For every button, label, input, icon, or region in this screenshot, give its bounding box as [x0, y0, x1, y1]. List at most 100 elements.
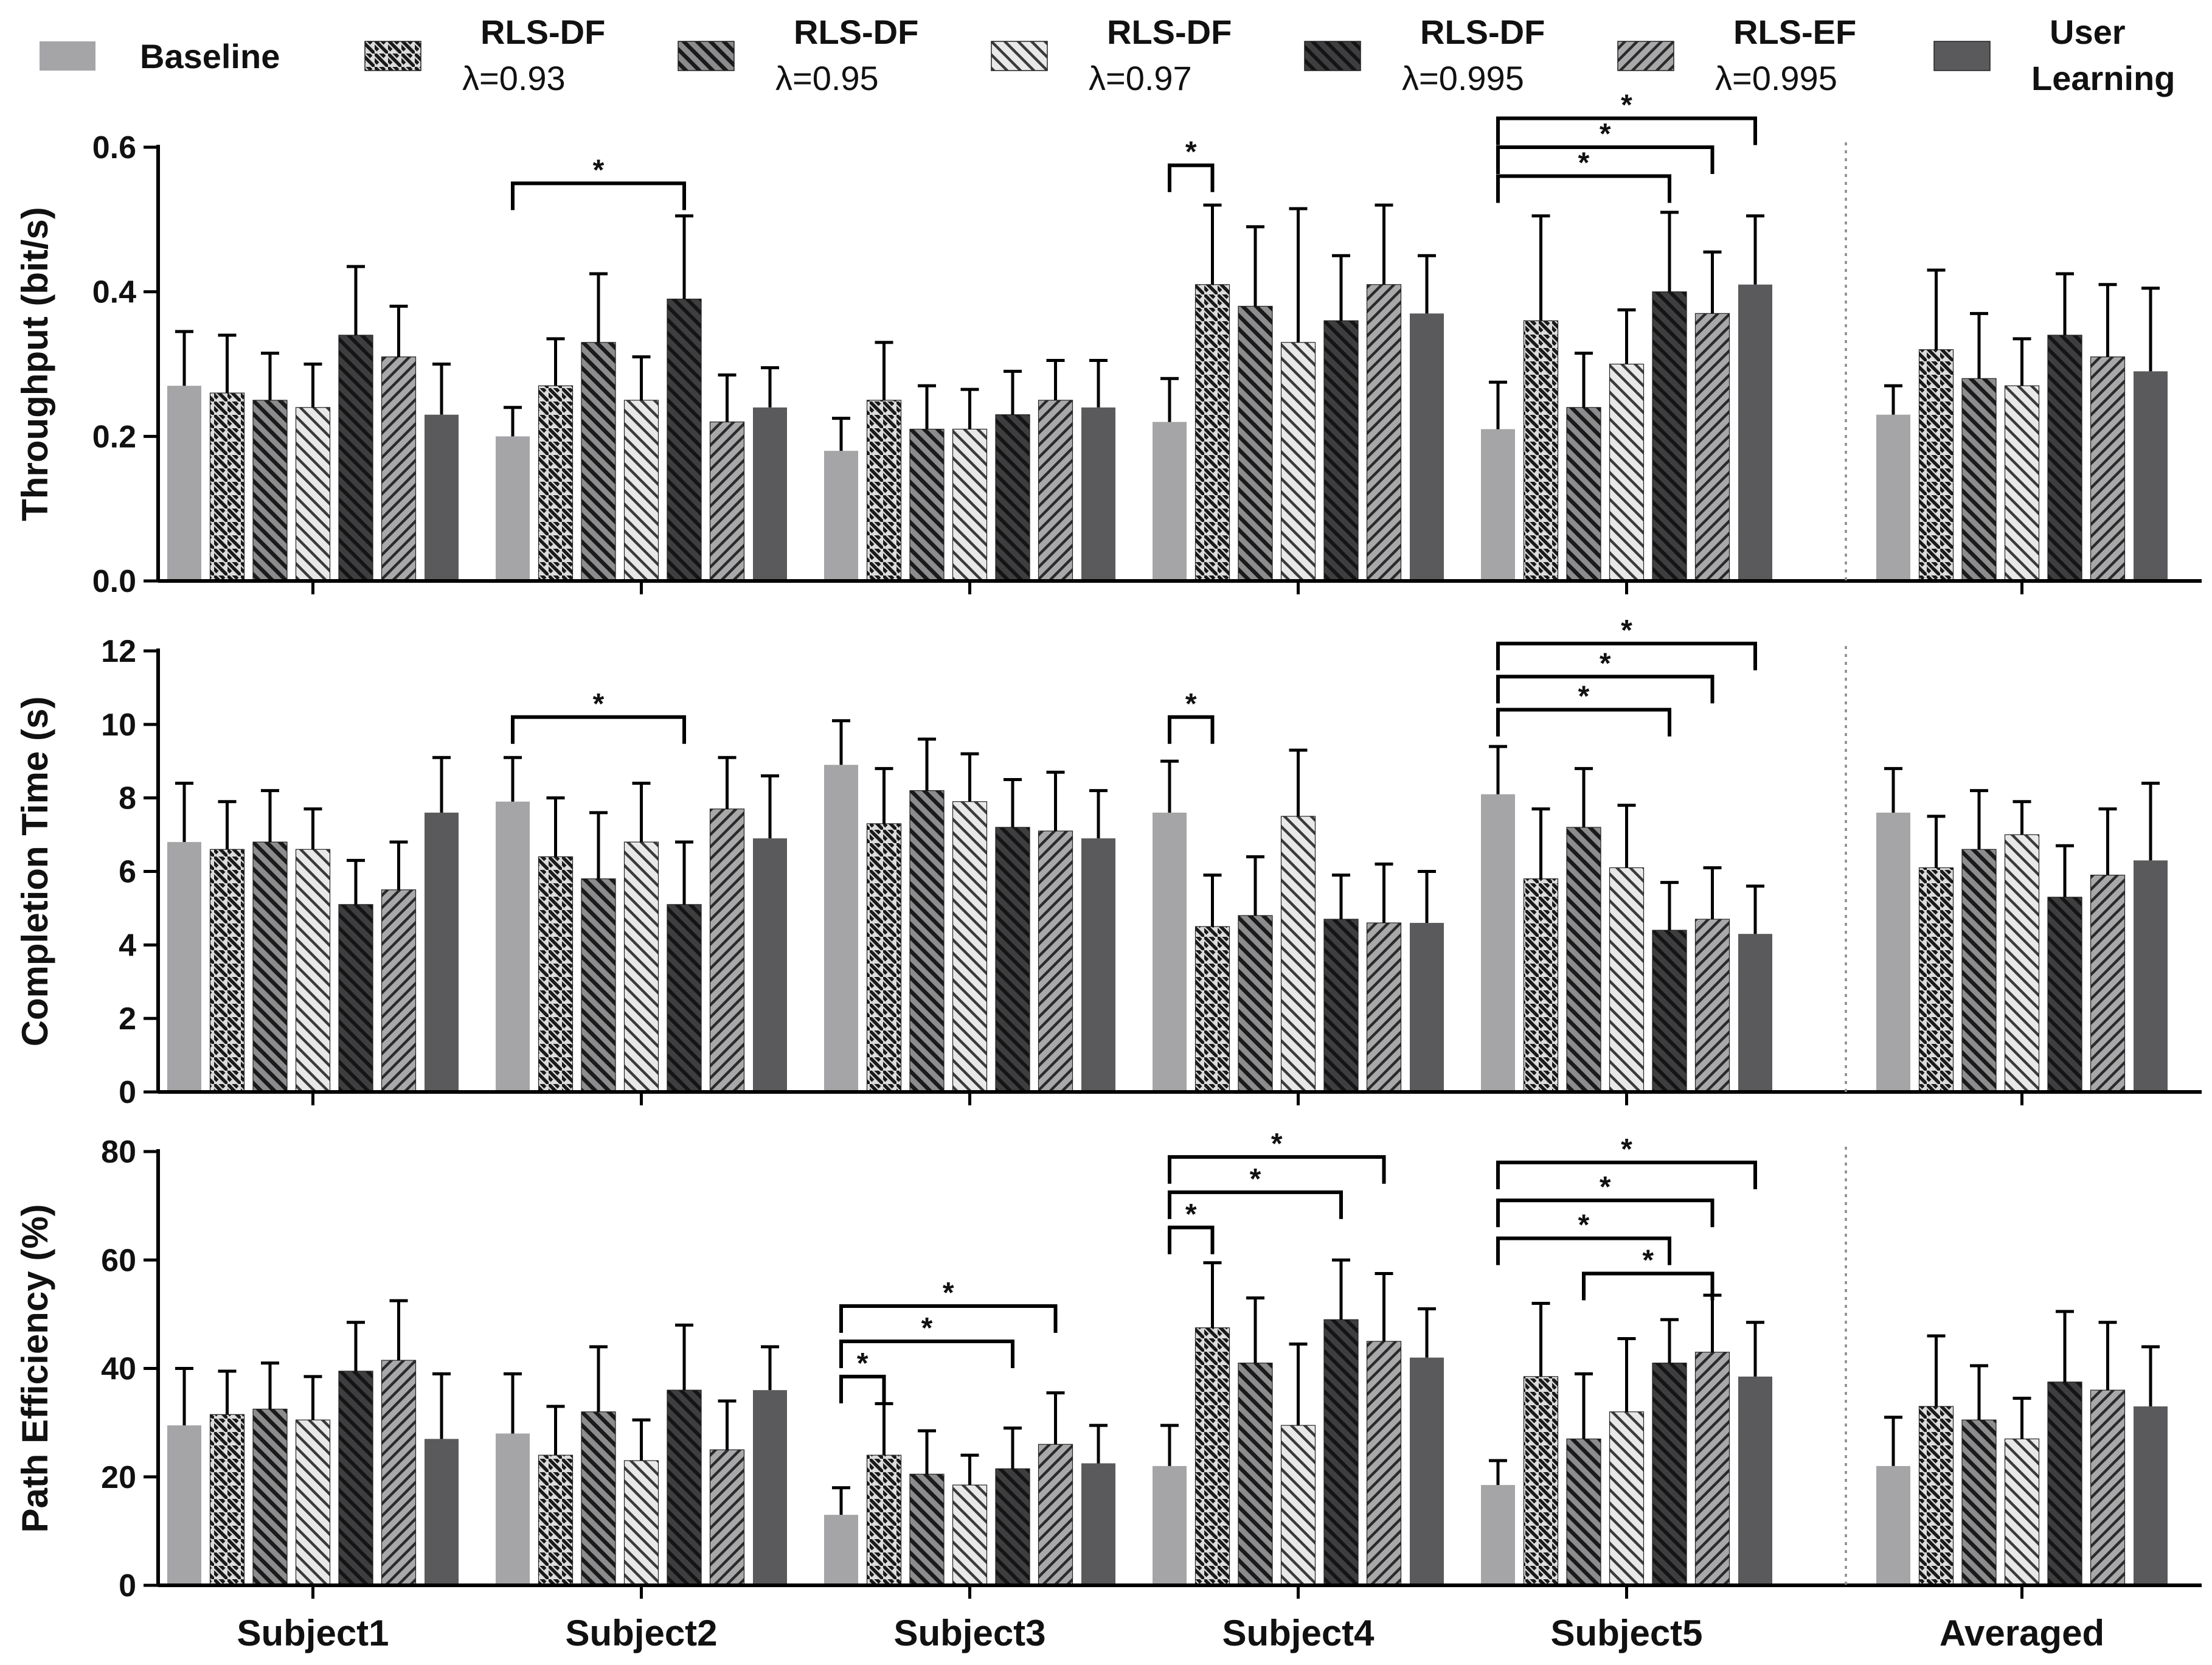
y-tick-label-p1-4: 8 [119, 781, 136, 816]
legend-label-2: RLS-DF [794, 13, 918, 51]
bar-p2-g5-s1 [1918, 1406, 1954, 1586]
bar-p1-g1-s0 [496, 801, 530, 1092]
bar-p0-g3-s6 [1410, 313, 1444, 581]
bar-p2-g4-s2 [1566, 1438, 1601, 1586]
bar-p2-g4-s4 [1652, 1362, 1687, 1586]
bar-p2-g3-s6 [1410, 1357, 1444, 1585]
bar-p2-g1-s1 [538, 1455, 574, 1586]
y-tick-label-p1-6: 12 [101, 634, 136, 669]
x-category-label-5: Averaged [1940, 1613, 2104, 1653]
bar-p2-g1-s2 [581, 1411, 616, 1586]
bar-p2-g5-s0 [1876, 1465, 1910, 1585]
significance-bracket-p1-1 [1168, 715, 1215, 744]
bar-p2-g2-s5 [1038, 1444, 1073, 1586]
bar-p0-g2-s6 [1081, 407, 1115, 581]
bar-p1-g2-s1 [866, 823, 902, 1093]
bar-p2-g2-s0 [824, 1515, 858, 1585]
bar-p1-g4-s1 [1523, 878, 1559, 1093]
bar-p0-g0-s6 [425, 414, 459, 581]
x-category-label-4: Subject5 [1550, 1613, 1702, 1653]
bar-p2-g5-s6 [2134, 1406, 2168, 1585]
significance-star-p0-4: * [1621, 89, 1632, 121]
bar-p2-g0-s2 [252, 1408, 288, 1586]
significance-bracket-p0-3 [1496, 145, 1714, 174]
bar-p1-g2-s6 [1081, 838, 1115, 1092]
bar-p2-g5-s4 [2047, 1382, 2082, 1586]
legend-item-3: RLS-DF λ=0.97 [991, 13, 1232, 97]
significance-bracket-p2-1 [839, 1339, 1014, 1368]
y-tick-label-p1-1: 2 [119, 1001, 136, 1037]
bar-p1-g1-s2 [581, 878, 616, 1093]
bar-p2-g2-s2 [909, 1473, 945, 1586]
legend-swatch-3 [991, 41, 1048, 71]
bar-p2-g4-s5 [1694, 1352, 1730, 1586]
significance-bracket-p0-4 [1496, 116, 1757, 145]
legend-sublabel-2: λ=0.95 [775, 59, 879, 97]
category-labels: Subject1 Subject2 Subject3 Subject4 Subject5… [237, 1613, 2104, 1653]
bar-p2-g3-s3 [1280, 1425, 1316, 1586]
bar-p1-g5-s4 [2047, 897, 2082, 1093]
y-tick-label-p0-0: 0.0 [92, 564, 136, 599]
significance-star-p1-1: * [1185, 688, 1197, 720]
bar-p0-g3-s5 [1366, 284, 1402, 582]
bar-p2-g2-s1 [866, 1455, 902, 1586]
significance-bracket-p1-0 [511, 715, 686, 744]
bar-p2-g0-s4 [338, 1371, 373, 1586]
bar-p2-g3-s0 [1153, 1465, 1187, 1585]
legend-item-4: RLS-DF λ=0.995 [1304, 13, 1545, 97]
x-category-label-3: Subject4 [1222, 1613, 1375, 1653]
bar-p1-g3-s2 [1238, 915, 1273, 1093]
bar-p0-g4-s4 [1652, 291, 1687, 582]
bar-p2-g1-s0 [496, 1433, 530, 1585]
significance-bracket-p2-3 [1168, 1225, 1215, 1254]
bar-p0-g4-s3 [1609, 363, 1645, 582]
bar-p2-g0-s1 [209, 1414, 245, 1586]
bar-p1-g2-s0 [824, 765, 858, 1092]
significance-bracket-p1-3 [1496, 675, 1714, 704]
y-axis-title-2: Path Efficiency (%) [15, 1204, 55, 1532]
bar-p1-g0-s4 [338, 904, 373, 1093]
significance-star-p1-0: * [593, 688, 605, 720]
x-category-label-0: Subject1 [237, 1613, 389, 1653]
bar-p2-g4-s1 [1523, 1376, 1559, 1586]
legend-item-2: RLS-DF λ=0.95 [678, 13, 918, 97]
y-tick-label-p1-0: 0 [119, 1075, 136, 1110]
bar-p1-g3-s1 [1194, 926, 1230, 1093]
bar-p0-g4-s0 [1481, 429, 1515, 581]
significance-bracket-p2-6 [1582, 1271, 1714, 1301]
bar-p0-g1-s4 [667, 298, 702, 582]
bar-p2-g3-s2 [1238, 1362, 1273, 1586]
bar-p1-g2-s3 [952, 801, 988, 1093]
bar-p2-g1-s6 [753, 1390, 787, 1585]
significance-bracket-p2-5 [1168, 1155, 1386, 1184]
legend-sublabel-4: λ=0.995 [1402, 59, 1524, 97]
significance-star-p1-2: * [1578, 681, 1590, 713]
y-axis-title-0: Throughput (bit/s) [15, 207, 55, 521]
bar-p1-g4-s0 [1481, 794, 1515, 1092]
significance-star-p2-7: * [1578, 1209, 1590, 1242]
bar-p2-g1-s5 [709, 1449, 745, 1586]
legend-sublabel-1: λ=0.93 [462, 59, 566, 97]
significance-star-p2-0: * [857, 1347, 869, 1380]
significance-star-p1-3: * [1600, 647, 1611, 680]
legend-swatch-2 [678, 41, 735, 71]
bar-p0-g1-s0 [496, 436, 530, 581]
y-tick-label-p0-2: 0.4 [92, 275, 136, 310]
bar-p1-g3-s5 [1366, 922, 1402, 1093]
y-tick-label-p1-3: 6 [119, 855, 136, 890]
significance-star-p2-4: * [1250, 1163, 1261, 1195]
bar-p1-g4-s6 [1738, 934, 1772, 1092]
bar-p1-g4-s5 [1694, 919, 1730, 1093]
y-tick-label-p2-0: 0 [119, 1568, 136, 1604]
bar-p1-g0-s2 [252, 841, 288, 1093]
y-tick-label-p2-3: 60 [101, 1243, 136, 1278]
bar-p0-g2-s2 [909, 428, 945, 582]
legend-label-3: RLS-DF [1107, 13, 1232, 51]
legend-item-1: RLS-DF λ=0.93 [364, 13, 605, 97]
bar-p0-g2-s3 [952, 428, 988, 582]
legend-item-6: User Learning [1933, 13, 2175, 97]
legend-label-4: RLS-DF [1420, 13, 1545, 51]
